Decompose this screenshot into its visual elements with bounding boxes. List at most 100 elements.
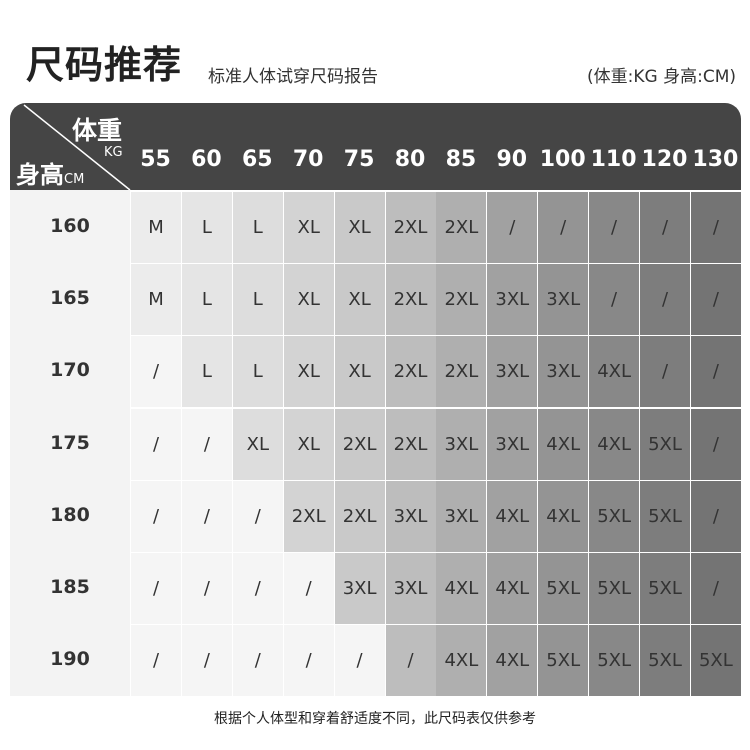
size-cell: 5XL xyxy=(640,480,690,552)
height-value: 185 xyxy=(50,576,90,598)
size-cell: 3XL xyxy=(538,336,589,408)
weight-header: 60 xyxy=(191,147,222,172)
footer-note: 根据个人体型和穿着舒适度不同，此尺码表仅供参考 xyxy=(214,711,536,727)
size-cell: / xyxy=(131,553,181,624)
size-cell: 5XL xyxy=(538,553,589,624)
size-cell: / xyxy=(640,264,690,336)
size-cell: / xyxy=(283,625,334,697)
size-cell: 3XL xyxy=(436,480,487,552)
size-cell: 2XL xyxy=(385,264,436,336)
size-cell: / xyxy=(690,553,741,624)
height-unit: CM xyxy=(64,172,85,187)
size-cell: / xyxy=(181,408,232,480)
weight-header: 80 xyxy=(394,147,426,172)
size-cell: 2XL xyxy=(436,336,487,408)
size-cell: 5XL xyxy=(640,553,690,624)
size-cell: / xyxy=(589,264,640,336)
size-cell: 2XL xyxy=(334,480,385,552)
size-cell: / xyxy=(589,192,640,263)
weight-header: 70 xyxy=(292,147,324,172)
page-title: 尺码推荐 xyxy=(26,43,183,87)
size-cell: / xyxy=(538,192,589,263)
size-cell: 5XL xyxy=(589,553,640,624)
page-subtitle: 标准人体试穿尺码报告 xyxy=(208,67,378,87)
size-cell: / xyxy=(385,625,436,697)
corner-diagonal-line xyxy=(23,104,131,190)
weight-header: 110 xyxy=(590,147,637,172)
size-cell: 2XL xyxy=(385,336,436,408)
size-cell: 2XL xyxy=(436,192,487,263)
size-cell: L xyxy=(181,192,232,263)
size-cell: L xyxy=(232,336,283,408)
size-cell: L xyxy=(181,264,232,336)
size-cell: XL xyxy=(232,408,283,480)
size-cell: 5XL xyxy=(589,625,640,697)
size-cell: 3XL xyxy=(436,408,487,480)
size-cell: 3XL xyxy=(385,480,436,552)
weight-header: 75 xyxy=(343,147,375,172)
size-cell: / xyxy=(131,408,181,480)
size-cell: 4XL xyxy=(487,480,538,552)
size-cell: / xyxy=(131,625,181,697)
weight-header: 120 xyxy=(641,147,688,172)
size-cell: / xyxy=(487,192,538,263)
size-cell: 3XL xyxy=(334,553,385,624)
size-cell: 4XL xyxy=(436,553,487,624)
size-cell: XL xyxy=(334,192,385,263)
weight-header: 100 xyxy=(539,147,586,172)
size-cell: / xyxy=(181,553,232,624)
size-cell: 2XL xyxy=(436,264,487,336)
size-cell: / xyxy=(131,336,181,408)
size-cell: 5XL xyxy=(690,625,741,697)
size-cell: / xyxy=(640,336,690,408)
size-cell: / xyxy=(334,625,385,697)
size-cell: / xyxy=(690,480,741,552)
size-cell: L xyxy=(181,336,232,408)
size-cell: 2XL xyxy=(334,408,385,480)
height-value: 190 xyxy=(50,648,90,671)
size-cell: XL xyxy=(334,336,385,408)
weight-header: 65 xyxy=(241,147,273,172)
size-cell: 3XL xyxy=(487,336,538,408)
size-cell: 2XL xyxy=(283,480,334,552)
size-cell: 5XL xyxy=(538,625,589,697)
height-value: 180 xyxy=(50,503,90,526)
size-cell: M xyxy=(131,192,181,263)
size-cell: / xyxy=(690,336,741,408)
size-cell: / xyxy=(181,480,232,552)
size-cell: L xyxy=(232,264,283,336)
height-value: 175 xyxy=(50,431,90,454)
size-table: 体重 KG 身高CM 55 60 65 70 75 80 85 90 100 110 120 130 … xyxy=(10,103,741,697)
size-cell: / xyxy=(131,480,181,552)
size-cell: / xyxy=(690,408,741,480)
weight-label: 体重 xyxy=(72,116,123,145)
height-label-text: 身高 xyxy=(16,161,64,189)
height-column xyxy=(10,190,130,696)
height-label: 身高CM xyxy=(16,155,84,190)
height-value: 165 xyxy=(50,287,90,310)
size-cell: / xyxy=(232,480,283,552)
size-cell: 5XL xyxy=(640,625,690,697)
size-cell: 3XL xyxy=(385,553,436,624)
weight-header: 55 xyxy=(140,147,171,172)
weight-unit: KG xyxy=(104,145,123,160)
size-cell: XL xyxy=(283,408,334,480)
size-cell: 4XL xyxy=(538,480,589,552)
size-cell: / xyxy=(283,553,334,624)
weight-header: 130 xyxy=(692,147,739,172)
height-value: 170 xyxy=(50,359,90,382)
size-cell: 2XL xyxy=(385,192,436,263)
size-cell: 2XL xyxy=(385,408,436,480)
size-cell: 5XL xyxy=(640,408,690,480)
size-cell: / xyxy=(181,625,232,697)
size-cell: XL xyxy=(283,336,334,408)
size-cell: XL xyxy=(283,192,334,263)
size-cell: 4XL xyxy=(589,408,640,480)
size-cell: / xyxy=(232,625,283,697)
size-cell: / xyxy=(640,192,690,263)
weight-header: 85 xyxy=(445,147,477,172)
size-cell: / xyxy=(690,192,741,263)
size-cell: 4XL xyxy=(487,625,538,697)
size-cell: 5XL xyxy=(589,480,640,552)
